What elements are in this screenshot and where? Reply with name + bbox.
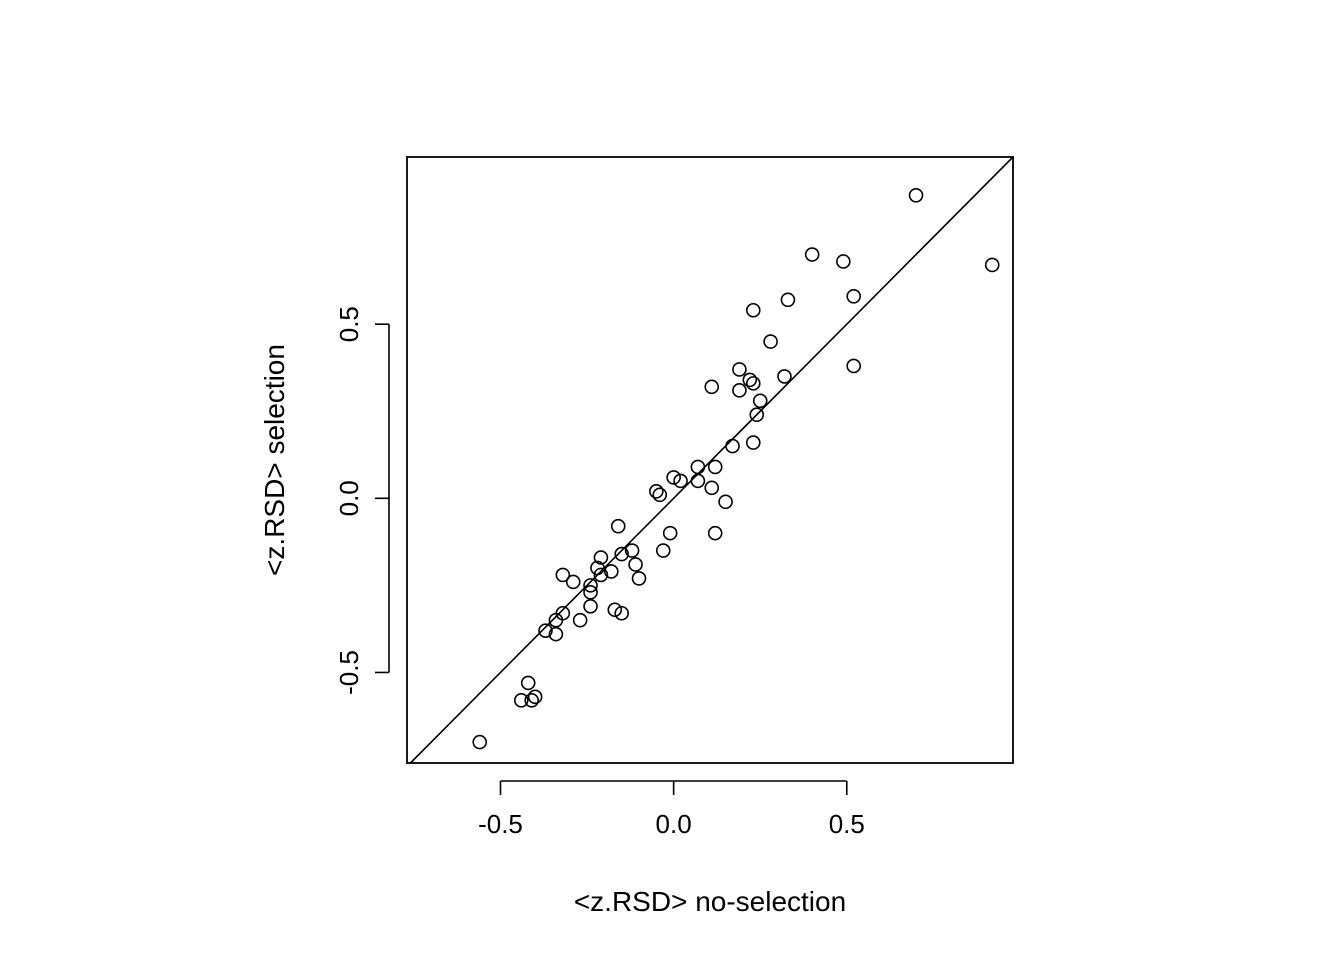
y-axis: -0.5 0.0 0.5 [334,306,390,695]
data-point [908,188,924,203]
plot-frame [406,156,1014,764]
data-point [718,494,733,510]
data-point [690,459,706,475]
data-point [732,383,747,398]
data-point [984,257,1000,273]
data-point [583,585,598,600]
data-point [593,567,609,583]
data-point [593,550,609,565]
data-point [690,473,706,489]
data-point [749,407,765,423]
data-point [607,602,623,618]
reference-line-y-equals-x [409,156,1014,764]
data-point [704,379,720,395]
data-point [624,543,640,558]
data-point [555,567,571,583]
data-point [846,358,862,374]
data-point [777,369,792,384]
data-point [780,292,796,308]
data-point [745,435,761,450]
data-point [752,393,768,409]
x-axis: -0.5 0.0 0.5 [478,780,865,839]
data-point [707,459,723,475]
data-point [548,612,564,628]
data-point [472,734,488,750]
data-point [732,362,747,377]
data-point [704,480,720,496]
data-point [628,557,643,572]
data-point [763,334,778,349]
y-axis-label: <z.RSD> selection [259,344,290,576]
data-point [846,289,862,304]
data-point [655,543,671,558]
data-point [673,473,688,489]
points-layer [472,188,1000,750]
data-point [666,470,681,485]
data-point [614,546,629,562]
data-point [548,626,564,642]
data-point [513,693,529,708]
x-tick-label: 0.5 [829,809,865,839]
data-point [804,247,820,262]
data-point [572,612,588,628]
data-point [565,574,581,590]
x-axis-label: <z.RSD> no-selection [574,886,846,917]
data-point [527,689,543,705]
data-point [745,376,761,391]
data-point [610,518,626,534]
data-point [604,564,619,579]
data-point [662,525,678,541]
data-point [524,693,539,708]
data-point [631,571,647,586]
y-tick-label: 0.0 [334,480,364,516]
data-point [649,484,664,499]
y-tick-label: 0.5 [334,306,364,342]
data-point [652,487,668,503]
data-point [836,254,851,269]
data-point [583,578,598,593]
y-tick-label: -0.5 [334,650,364,695]
data-point [742,372,758,388]
x-tick-label: 0.0 [656,809,692,839]
data-point [707,525,723,541]
data-point [614,605,629,621]
data-point [520,675,536,691]
data-point [725,438,740,454]
x-tick-label: -0.5 [478,809,523,839]
data-point [583,598,598,614]
data-point [538,623,553,638]
data-point [745,302,761,318]
